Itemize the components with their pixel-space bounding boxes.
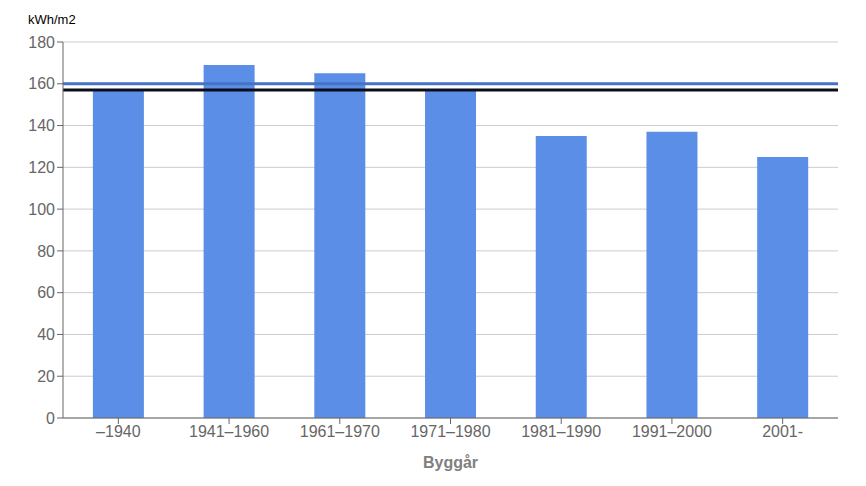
svg-text:Byggår: Byggår [423, 454, 478, 471]
svg-text:1991–2000: 1991–2000 [632, 423, 712, 440]
svg-text:100: 100 [28, 201, 55, 218]
svg-text:120: 120 [28, 159, 55, 176]
svg-text:0: 0 [46, 410, 55, 427]
svg-text:40: 40 [37, 326, 55, 343]
svg-text:1961–1970: 1961–1970 [300, 423, 380, 440]
svg-text:140: 140 [28, 117, 55, 134]
svg-text:80: 80 [37, 243, 55, 260]
svg-text:160: 160 [28, 75, 55, 92]
svg-text:60: 60 [37, 284, 55, 301]
svg-text:1941–1960: 1941–1960 [189, 423, 269, 440]
svg-text:180: 180 [28, 34, 55, 51]
html-text:kWh/m2: kWh/m2 [28, 12, 76, 27]
svg-text:1981–1990: 1981–1990 [521, 423, 601, 440]
svg-text:1971–1980: 1971–1980 [410, 423, 490, 440]
svg-text:2001-: 2001- [762, 423, 803, 440]
svg-text:20: 20 [37, 368, 55, 385]
svg-text:–1940: –1940 [96, 423, 141, 440]
